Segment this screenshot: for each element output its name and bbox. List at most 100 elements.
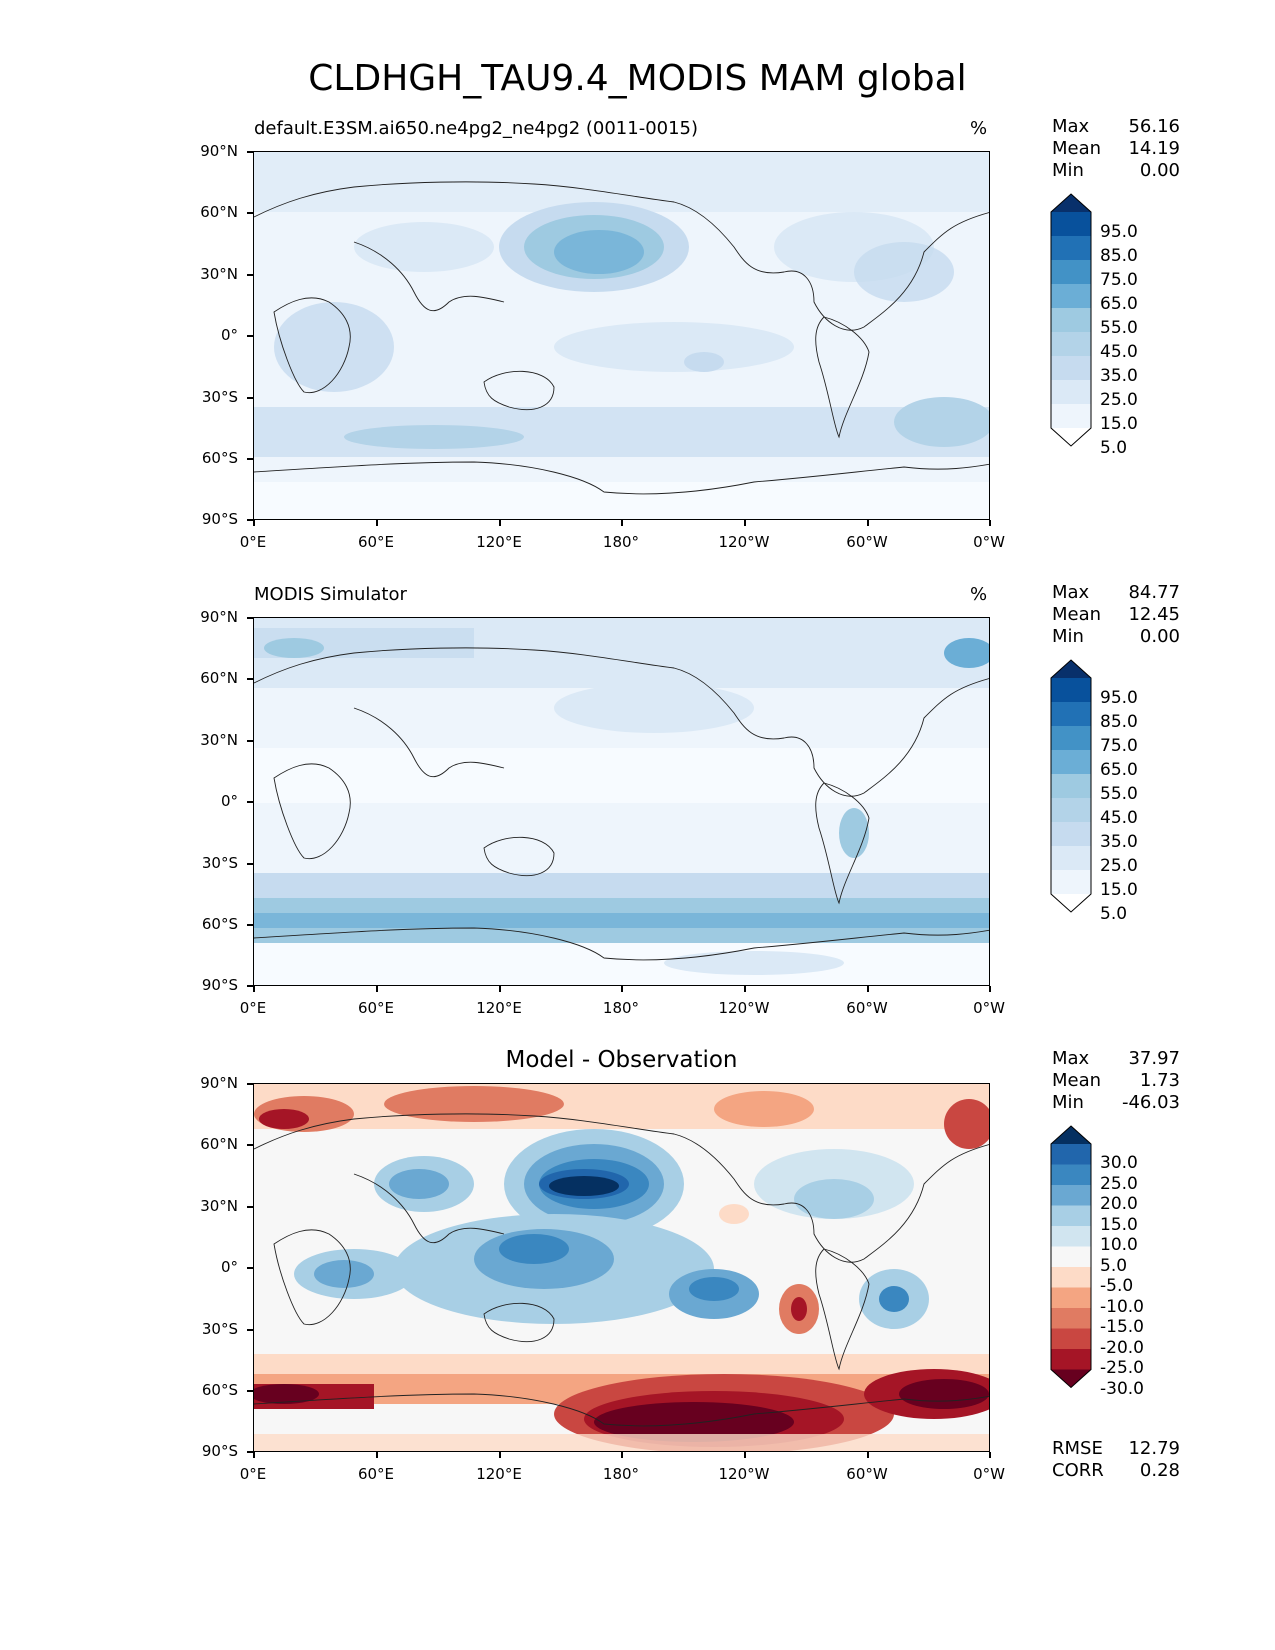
- x-tick-label: 180°: [602, 1465, 640, 1483]
- stat-label: Min: [1052, 626, 1084, 647]
- stat-value: 37.97: [1128, 1048, 1180, 1069]
- panel-units: %: [970, 584, 988, 605]
- colorbar-swatch: [1051, 236, 1091, 261]
- y-tick-label: 90°S: [201, 976, 238, 994]
- colorbar-swatch: [1051, 846, 1091, 871]
- stat-value: 0.00: [1139, 626, 1180, 647]
- y-tick-label: 60°S: [201, 1381, 238, 1399]
- colorbar-swatch: [1051, 774, 1091, 799]
- y-tick-label: 0°: [220, 326, 238, 344]
- colorbar-swatch: [1051, 1126, 1091, 1144]
- x-tick-label: 60°W: [846, 1465, 888, 1483]
- colorbar-swatch: [1051, 750, 1091, 775]
- x-tick-label: 60°W: [846, 533, 888, 551]
- colorbar-label: 5.0: [1100, 1256, 1128, 1276]
- colorbar-label: 95.0: [1100, 222, 1138, 242]
- y-tick-label: 60°N: [200, 669, 238, 687]
- coastline: [254, 181, 989, 495]
- x-tick-label: 120°E: [476, 999, 522, 1017]
- y-tick-label: 0°: [220, 792, 238, 810]
- x-tick-label: 60°E: [357, 1465, 395, 1483]
- colorbar-swatch: [1051, 1369, 1091, 1388]
- x-tick-label: 60°E: [357, 533, 395, 551]
- x-tick-label: 180°: [602, 999, 640, 1017]
- colorbar-label: 25.0: [1100, 390, 1138, 410]
- colorbar-label: -15.0: [1100, 1317, 1144, 1337]
- x-tick-label: 60°W: [846, 999, 888, 1017]
- colorbar-swatch: [1051, 726, 1091, 751]
- colorbar-swatch: [1051, 678, 1091, 703]
- colorbar-label: 25.0: [1100, 856, 1138, 876]
- colorbar-swatch: [1051, 1226, 1091, 1247]
- colorbar-label: 85.0: [1100, 712, 1138, 732]
- colorbar-label: -5.0: [1100, 1276, 1134, 1296]
- stat-label: Max: [1052, 1048, 1090, 1069]
- colorbar-swatch: [1051, 380, 1091, 405]
- stat-value: 0.00: [1139, 160, 1180, 181]
- colorbar-outline: [1050, 1125, 1092, 1389]
- colorbar-swatch: [1051, 212, 1091, 237]
- stat-label: Min: [1052, 160, 1084, 181]
- y-tick-label: 60°S: [201, 449, 238, 467]
- colorbar-label: 55.0: [1100, 784, 1138, 804]
- y-tick-label: 30°N: [200, 265, 238, 283]
- coastline: [254, 647, 989, 961]
- colorbar-label: 10.0: [1100, 1235, 1138, 1255]
- x-tick-label: 120°W: [718, 999, 770, 1017]
- colorbar-swatch: [1051, 308, 1091, 333]
- colorbar-label: 20.0: [1100, 1194, 1138, 1214]
- x-tick-label: 120°W: [718, 533, 770, 551]
- colorbar-swatch: [1051, 660, 1091, 678]
- stat-label: CORR: [1052, 1460, 1104, 1481]
- colorbar: [1050, 659, 1092, 917]
- coastline: [254, 1113, 989, 1427]
- x-tick-label: 0°W: [973, 999, 1005, 1017]
- x-tick-label: 180°: [602, 533, 640, 551]
- stat-label: Max: [1052, 116, 1090, 137]
- y-tick-label: 60°S: [201, 915, 238, 933]
- map-plot[interactable]: [253, 1083, 990, 1452]
- colorbar-outline: [1050, 659, 1092, 913]
- panel-title: Model - Observation: [505, 1047, 738, 1073]
- colorbar-swatch: [1051, 1185, 1091, 1206]
- y-tick-label: 30°S: [201, 1320, 238, 1338]
- map-plot[interactable]: [253, 151, 990, 520]
- colorbar-swatch: [1051, 1246, 1091, 1268]
- x-tick-label: 0°E: [239, 1465, 267, 1483]
- colorbar-label: 45.0: [1100, 808, 1138, 828]
- colorbar-swatch: [1051, 260, 1091, 285]
- colorbar-swatch: [1051, 284, 1091, 309]
- stat-label: Max: [1052, 582, 1090, 603]
- stats-box: Max 56.16 Mean 14.19 Min 0.00: [1052, 116, 1180, 182]
- stat-label: Mean: [1052, 138, 1102, 159]
- colorbar-label: 95.0: [1100, 688, 1138, 708]
- colorbar-label: 25.0: [1100, 1174, 1138, 1194]
- y-tick-label: 60°N: [200, 1135, 238, 1153]
- y-tick-label: 30°S: [201, 388, 238, 406]
- colorbar-swatch: [1051, 1308, 1091, 1329]
- colorbar-swatch: [1051, 1144, 1091, 1165]
- colorbar-label: -20.0: [1100, 1338, 1144, 1358]
- colorbar-label: 35.0: [1100, 832, 1138, 852]
- colorbar: [1050, 193, 1092, 451]
- colorbar-label: 35.0: [1100, 366, 1138, 386]
- colorbar-swatch: [1051, 894, 1091, 912]
- colorbar-swatch: [1051, 822, 1091, 847]
- map-plot[interactable]: [253, 617, 990, 986]
- stat-value: 12.79: [1128, 1438, 1180, 1459]
- colorbar-label: 55.0: [1100, 318, 1138, 338]
- x-tick-label: 120°E: [476, 533, 522, 551]
- stat-value: 56.16: [1128, 116, 1180, 137]
- x-tick-label: 0°W: [973, 1465, 1005, 1483]
- colorbar-label: 85.0: [1100, 246, 1138, 266]
- colorbar-label: 15.0: [1100, 880, 1138, 900]
- x-tick-label: 120°E: [476, 1465, 522, 1483]
- figure-title: CLDHGH_TAU9.4_MODIS MAM global: [308, 58, 967, 99]
- colorbar-swatch: [1051, 428, 1091, 446]
- colorbar-swatch: [1051, 870, 1091, 895]
- colorbar-swatch: [1051, 194, 1091, 212]
- colorbar-label: 15.0: [1100, 1215, 1138, 1235]
- colorbar-svg: [1050, 1125, 1092, 1389]
- stat-label: Mean: [1052, 604, 1102, 625]
- y-tick-label: 30°N: [200, 1197, 238, 1215]
